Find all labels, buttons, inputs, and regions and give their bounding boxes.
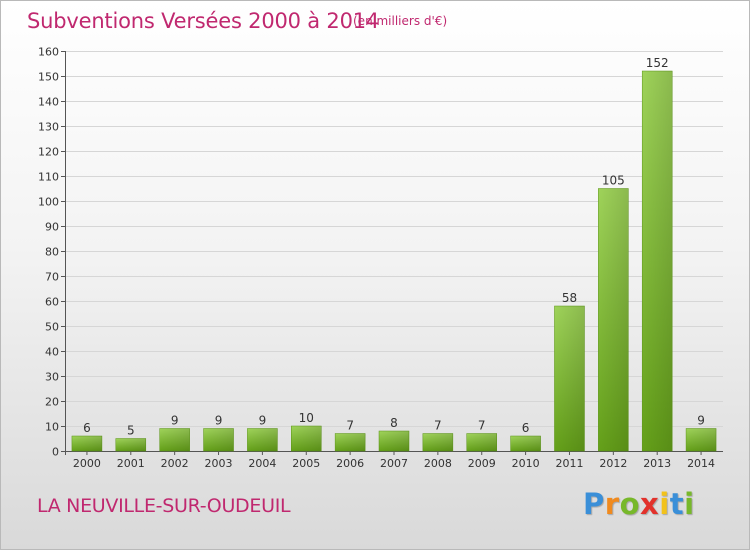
y-tick-label: 130 <box>38 121 59 134</box>
x-tick-label-2010: 2010 <box>512 457 540 470</box>
value-label-2010: 6 <box>522 421 530 435</box>
y-tick-label: 140 <box>38 96 59 109</box>
y-tick-label: 70 <box>45 271 59 284</box>
bar-shade-2003 <box>203 428 234 451</box>
value-label-2011: 58 <box>562 291 577 305</box>
bar-shade-2011 <box>554 306 585 451</box>
y-tick-label: 30 <box>45 371 59 384</box>
logo-letter: i <box>659 487 670 521</box>
y-tick-label: 40 <box>45 346 59 359</box>
bar-shade-2007 <box>379 431 409 451</box>
value-label-2004: 9 <box>259 414 267 428</box>
y-tick-label: 10 <box>45 421 59 434</box>
value-label-2001: 5 <box>127 424 135 438</box>
axes <box>61 51 723 455</box>
bar-shade-2006 <box>335 433 366 451</box>
logo-letter: P <box>583 487 605 521</box>
x-tick-label-2002: 2002 <box>161 457 189 470</box>
x-tick-label-2013: 2013 <box>643 457 671 470</box>
y-tick-label: 80 <box>45 246 59 259</box>
chart-subtitle: (en milliers d'€) <box>353 14 448 28</box>
y-tick-label: 100 <box>38 196 59 209</box>
value-label-2009: 7 <box>478 419 486 433</box>
value-label-2014: 9 <box>697 414 705 428</box>
y-tick-label: 50 <box>45 321 59 334</box>
logo-letter: i <box>684 487 695 521</box>
value-label-2005: 10 <box>299 411 314 425</box>
x-tick-label-2000: 2000 <box>73 457 101 470</box>
x-tick-label-2005: 2005 <box>292 457 320 470</box>
y-tick-label: 20 <box>45 396 59 409</box>
x-tick-label-2007: 2007 <box>380 457 408 470</box>
x-tick-label-2003: 2003 <box>205 457 233 470</box>
x-tick-label-2008: 2008 <box>424 457 452 470</box>
value-label-2013: 152 <box>646 56 669 70</box>
bar-shade-2001 <box>115 438 146 451</box>
bar-shade-2012 <box>598 188 629 451</box>
bar-shade-2004 <box>247 428 278 451</box>
y-tick-label: 0 <box>52 446 59 459</box>
y-tick-label: 60 <box>45 296 59 309</box>
x-tick-label-2011: 2011 <box>555 457 583 470</box>
y-tick-label: 160 <box>38 46 59 59</box>
labels: 0 10 20 30 40 50 60 70 80 90 100 110 120 130 140 150 160… <box>38 46 715 471</box>
chart-title: Subventions Versées 2000 à 2014 <box>27 9 380 33</box>
x-tick-label-2004: 2004 <box>248 457 276 470</box>
x-tick-label-2012: 2012 <box>599 457 627 470</box>
y-tick-label: 150 <box>38 71 59 84</box>
logo-letter: o <box>619 487 641 521</box>
value-label-2002: 9 <box>171 414 179 428</box>
bars <box>71 70 717 452</box>
y-tick-label: 110 <box>38 171 59 184</box>
value-label-2003: 9 <box>215 414 223 428</box>
bar-shade-2005 <box>291 426 322 451</box>
proxiti-logo: Proxiti <box>583 487 695 521</box>
value-label-2007: 8 <box>390 416 398 430</box>
x-tick-label-2014: 2014 <box>687 457 715 470</box>
bar-shade-2000 <box>71 436 102 451</box>
bar-shade-2014 <box>686 428 717 451</box>
logo-letter: r <box>604 487 620 521</box>
x-tick-label-2001: 2001 <box>117 457 145 470</box>
bar-shade-2008 <box>422 433 453 451</box>
bar-shade-2002 <box>159 428 190 451</box>
value-label-2008: 7 <box>434 419 442 433</box>
bar-shade-2013 <box>642 71 673 451</box>
value-label-2012: 105 <box>602 174 625 188</box>
y-tick-label: 120 <box>38 146 59 159</box>
y-tick-label: 90 <box>45 221 59 234</box>
x-tick-label-2009: 2009 <box>468 457 496 470</box>
commune-name: LA NEUVILLE-SUR-OUDEUIL <box>37 495 291 517</box>
logo-letter: t <box>669 487 685 521</box>
logo-letter: x <box>640 487 660 521</box>
value-label-2000: 6 <box>83 421 91 435</box>
value-label-2006: 7 <box>346 419 354 433</box>
x-tick-label-2006: 2006 <box>336 457 364 470</box>
bar-shade-2009 <box>466 433 497 451</box>
bar-shade-2010 <box>510 436 541 451</box>
